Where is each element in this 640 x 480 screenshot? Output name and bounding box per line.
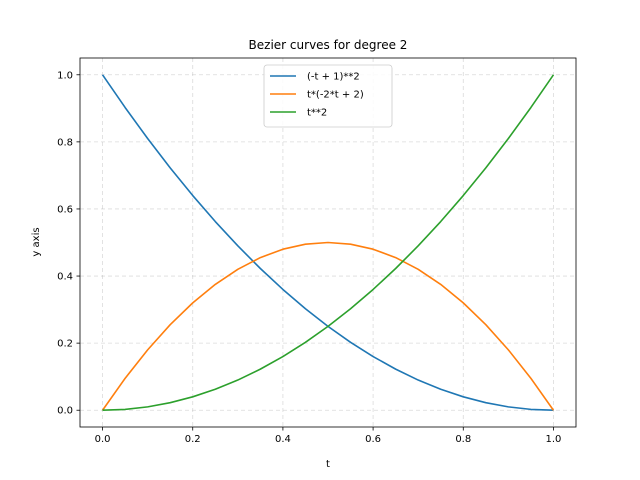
y-tick-label: 0.6 xyxy=(57,204,73,215)
series-layer xyxy=(101,74,555,412)
y-axis-label: y axis xyxy=(31,227,42,256)
x-tick-label: 0.4 xyxy=(275,434,291,445)
series-line-3 xyxy=(102,74,555,412)
x-tick-label: 0.6 xyxy=(365,434,381,445)
y-tick-label: 0.4 xyxy=(57,272,73,283)
y-tick-label: 0.0 xyxy=(57,406,73,417)
legend: (-t + 1)**2 t*(-2*t + 2) t**2 xyxy=(263,64,393,128)
x-tick-label: 0.8 xyxy=(455,434,471,445)
ticks: 0.0 0.2 0.4 0.6 0.8 1.0 0.0 0.2 0.4 0.6 0.8 1.0 xyxy=(57,70,561,445)
y-tick-label: 0.2 xyxy=(57,339,73,350)
series-line-2 xyxy=(101,241,555,411)
legend-label-3: t**2 xyxy=(307,108,327,119)
x-axis-label: t xyxy=(326,459,330,470)
x-tick-label: 0.2 xyxy=(185,434,201,445)
legend-label-2: t*(-2*t + 2) xyxy=(307,90,364,101)
x-tick-label: 0.0 xyxy=(95,434,111,445)
y-tick-label: 0.8 xyxy=(57,137,73,148)
legend-label-1: (-t + 1)**2 xyxy=(307,72,360,83)
y-tick-label: 1.0 xyxy=(57,70,73,81)
x-tick-label: 1.0 xyxy=(546,434,562,445)
chart-title: Bezier curves for degree 2 xyxy=(249,38,408,52)
plot-frame xyxy=(79,57,577,428)
